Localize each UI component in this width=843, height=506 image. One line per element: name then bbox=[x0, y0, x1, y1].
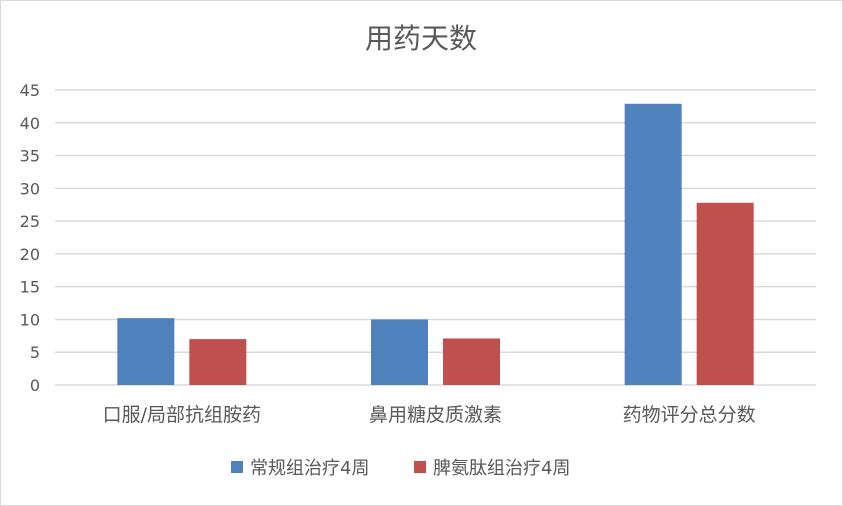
legend-label-2: 脾氨肽组治疗4周 bbox=[433, 458, 570, 479]
bar-1-2 bbox=[371, 319, 428, 385]
y-tick-label: 40 bbox=[20, 114, 40, 133]
y-tick-label: 45 bbox=[20, 81, 40, 100]
y-tick-label: 25 bbox=[20, 212, 40, 231]
x-category-label: 药物评分总分数 bbox=[623, 404, 756, 426]
bar-2-3 bbox=[696, 202, 754, 385]
y-tick-label: 10 bbox=[20, 310, 40, 329]
y-tick-label: 30 bbox=[20, 179, 40, 198]
bar-1-3 bbox=[624, 103, 682, 386]
legend-swatch-1 bbox=[231, 461, 243, 473]
legend-swatch-2 bbox=[414, 461, 426, 473]
bar-2-1 bbox=[189, 339, 247, 385]
bar-2-2 bbox=[443, 338, 500, 385]
x-category-label: 鼻用糖皮质激素 bbox=[369, 404, 502, 426]
bar-1-1 bbox=[117, 318, 175, 385]
y-tick-label: 15 bbox=[20, 278, 40, 297]
y-tick-label: 0 bbox=[30, 376, 40, 395]
chart-title: 用药天数 bbox=[365, 22, 477, 55]
y-tick-label: 35 bbox=[20, 147, 40, 166]
y-tick-label: 20 bbox=[20, 245, 40, 264]
x-category-label: 口服/局部抗组胺药 bbox=[103, 404, 261, 426]
legend-label-1: 常规组治疗4周 bbox=[250, 458, 369, 479]
y-tick-label: 5 bbox=[30, 343, 40, 362]
